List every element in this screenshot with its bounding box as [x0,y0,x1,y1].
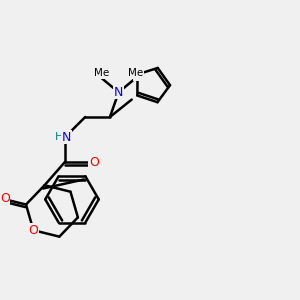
Text: N: N [114,86,123,99]
Text: Me: Me [94,68,109,78]
Text: H: H [55,132,63,142]
Text: N: N [61,131,71,144]
Text: Me: Me [128,68,144,78]
Text: O: O [28,224,38,237]
Text: O: O [0,192,10,205]
Text: O: O [89,155,99,169]
Text: S: S [134,68,142,81]
